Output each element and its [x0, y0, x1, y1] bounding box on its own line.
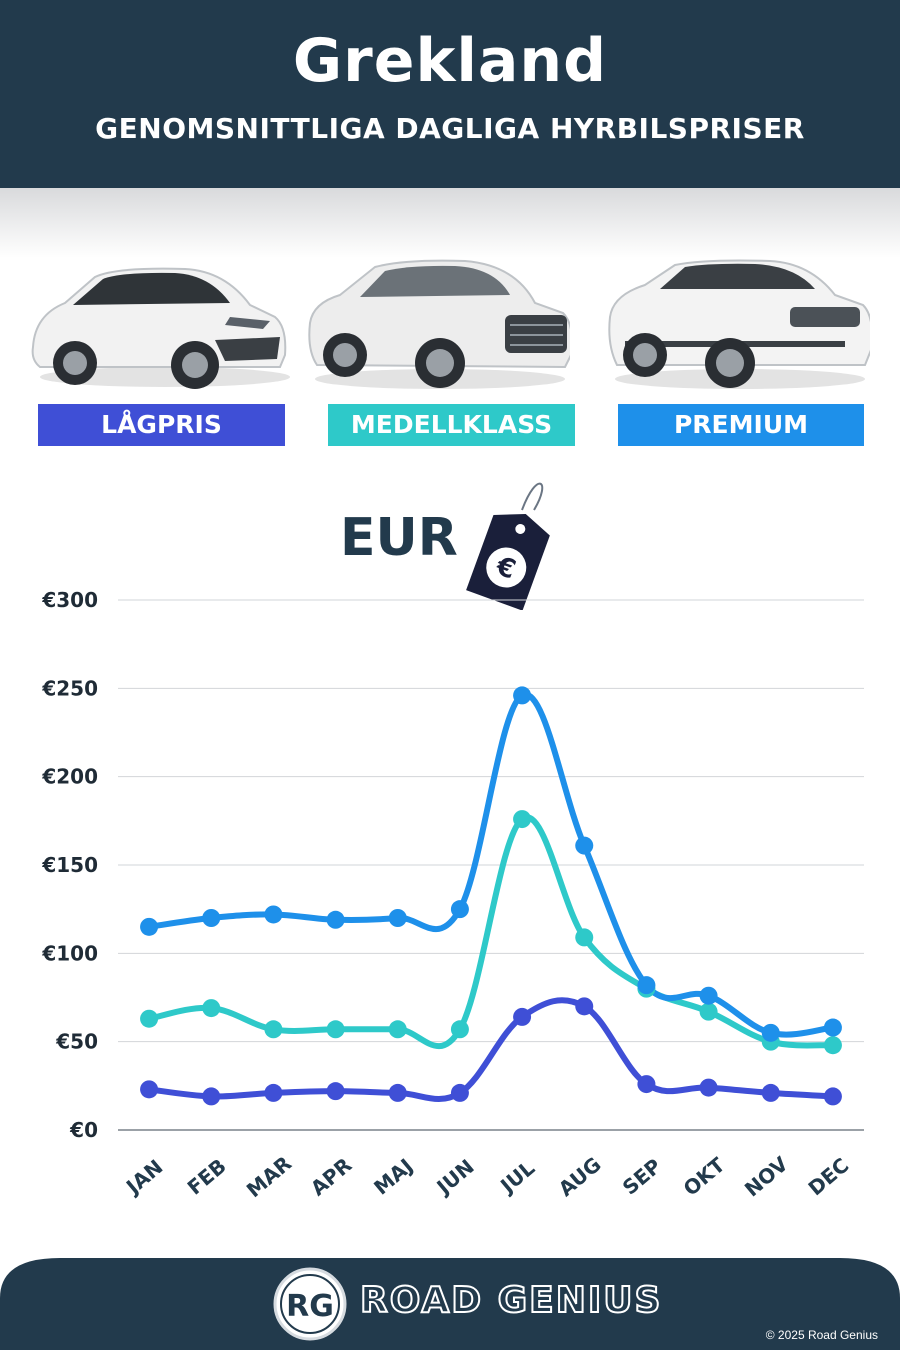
category-label-premium: PREMIUM: [618, 404, 864, 446]
header-banner: Grekland GENOMSNITTLIGA DAGLIGA HYRBILSP…: [0, 0, 900, 188]
data-point: [202, 1087, 221, 1106]
data-point: [637, 976, 656, 995]
midsize-car-image: [308, 259, 570, 389]
x-tick-label: APR: [306, 1153, 356, 1201]
y-tick-label: €100: [41, 941, 98, 965]
premium-car-image: [608, 259, 870, 389]
data-point: [264, 905, 283, 924]
x-tick-label: SEP: [618, 1154, 666, 1200]
data-point: [575, 997, 594, 1016]
page-subtitle: GENOMSNITTLIGA DAGLIGA HYRBILSPRISER: [95, 112, 805, 145]
euro-price-tag-icon: €: [466, 482, 550, 610]
copyright-text: © 2025 Road Genius: [765, 1328, 878, 1342]
x-tick-label: MAR: [242, 1151, 296, 1202]
currency-label: EUR: [340, 508, 458, 568]
data-point: [326, 1020, 345, 1039]
data-point: [388, 1020, 407, 1039]
data-point: [699, 986, 718, 1005]
data-point: [450, 1083, 469, 1102]
line-chart: €0 €50 €100 €150 €200 €250 €300 JAN FEB MAR APR MAJ…: [41, 588, 864, 1202]
y-tick-label: €0: [69, 1118, 98, 1142]
data-point: [513, 1007, 532, 1026]
x-tick-label: JUN: [431, 1154, 479, 1200]
x-tick-label: JAN: [120, 1155, 167, 1200]
x-tick-label: AUG: [554, 1152, 606, 1201]
page-title: Grekland: [292, 26, 608, 96]
header-shadow: [0, 188, 900, 258]
data-point: [202, 909, 221, 927]
x-tick-label: MAJ: [369, 1154, 417, 1200]
data-point: [450, 1020, 469, 1039]
data-point: [761, 1023, 780, 1042]
footer: RG ROAD GENIUS © 2025 Road Genius: [0, 1258, 900, 1350]
x-tick-label: DEC: [803, 1153, 853, 1200]
data-point: [140, 1080, 159, 1099]
y-tick-label: €300: [41, 588, 98, 612]
data-point: [326, 910, 345, 929]
logo-initials: RG: [286, 1289, 334, 1324]
category-label-economy: LÅGPRIS: [38, 404, 285, 446]
economy-car-image: [31, 267, 290, 389]
y-tick-label: €50: [55, 1030, 98, 1054]
data-point: [450, 900, 469, 919]
footer-background: [0, 1258, 900, 1350]
data-point: [637, 1075, 656, 1094]
data-point: [823, 1087, 842, 1106]
x-tick-label: OKT: [679, 1152, 730, 1200]
data-point: [761, 1083, 780, 1102]
data-point: [699, 1078, 718, 1097]
data-point: [264, 1020, 283, 1039]
data-point: [513, 686, 532, 705]
data-point: [823, 1018, 842, 1037]
data-point: [388, 1083, 407, 1102]
y-tick-label: €200: [41, 765, 98, 789]
data-point: [326, 1082, 345, 1101]
road-genius-logo-icon: RG: [273, 1267, 347, 1341]
y-tick-label: €150: [41, 853, 98, 877]
data-point: [575, 928, 594, 947]
data-point: [575, 836, 594, 855]
data-point: [264, 1083, 283, 1102]
data-point: [140, 917, 159, 936]
x-tick-label: FEB: [183, 1154, 231, 1200]
y-tick-label: €250: [41, 676, 98, 700]
data-point: [823, 1036, 842, 1055]
category-label-midsize: MEDELLKLASS: [328, 404, 575, 446]
data-point: [202, 999, 221, 1018]
data-point: [140, 1009, 159, 1028]
data-point: [388, 909, 407, 927]
brand-name: ROAD GENIUS: [359, 1279, 663, 1322]
data-point: [513, 810, 532, 829]
x-tick-label: NOV: [740, 1151, 793, 1201]
x-tick-label: JUL: [494, 1156, 539, 1199]
series-line-1: [148, 997, 834, 1103]
data-point: [699, 1002, 718, 1021]
